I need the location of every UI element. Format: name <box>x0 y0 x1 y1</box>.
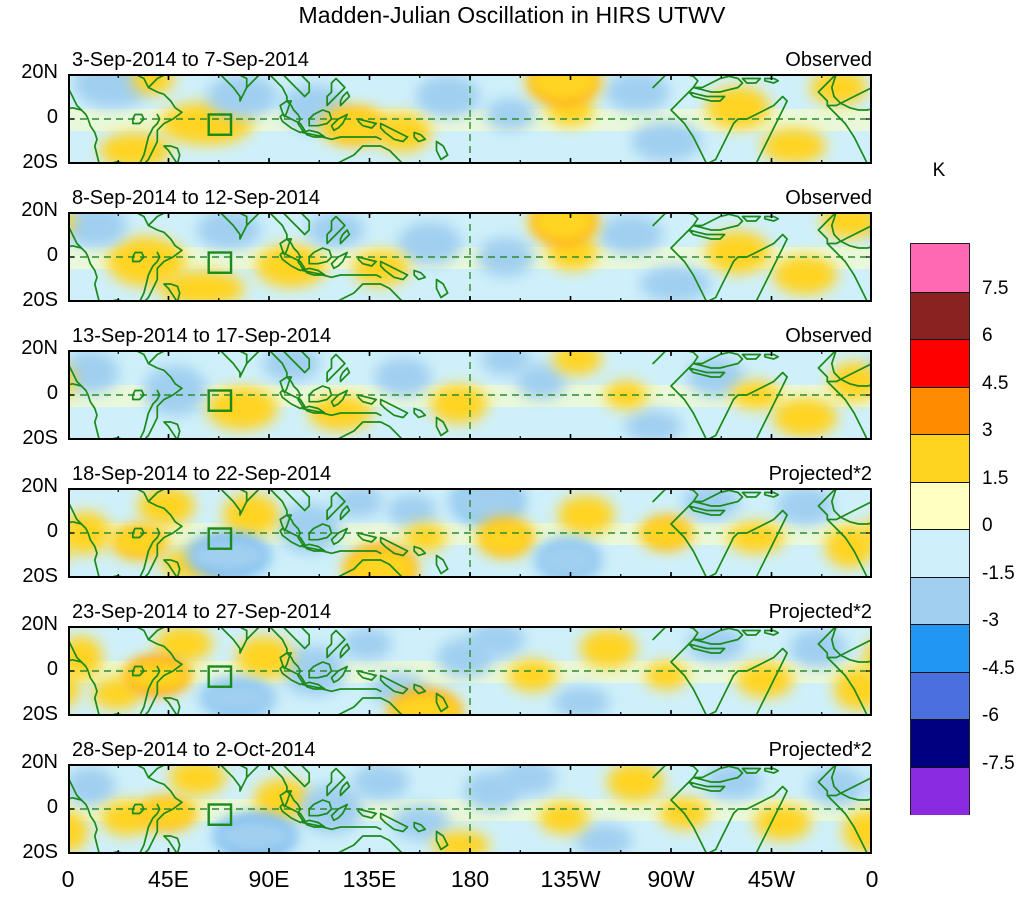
y-tick-label-20s: 20S <box>22 151 58 173</box>
panel-date-label-2: 8-Sep-2014 to 12-Sep-2014 <box>72 187 320 209</box>
x-tick-label-6: 90W <box>647 866 695 892</box>
y-tick-label-20n: 20N <box>21 613 58 635</box>
colorbar-band-2 <box>911 339 969 388</box>
y-tick-label-20s: 20S <box>22 289 58 311</box>
panel-kind-label-6: Projected*2 <box>768 739 872 761</box>
colorbar-tick-label-8: -4.5 <box>982 657 1015 679</box>
panel-frame <box>68 212 872 302</box>
colorbar-band-6 <box>911 529 969 578</box>
y-tick-label-20s: 20S <box>22 703 58 725</box>
map-panel-4 <box>68 488 872 578</box>
colorbar-unit-label: K <box>932 160 946 181</box>
colorbar-band-0 <box>911 244 969 292</box>
colorbar-tick-label-9: -6 <box>982 705 999 726</box>
x-tick-label-1: 45E <box>148 866 189 892</box>
y-tick-label-20n: 20N <box>21 751 58 773</box>
x-tick-label-7: 45W <box>747 866 796 892</box>
panel-frame <box>68 488 872 578</box>
colorbar-band-7 <box>911 576 969 625</box>
colorbar-tick-label-5: 0 <box>982 515 993 536</box>
panel-frame <box>68 350 872 440</box>
panel-date-label-3: 13-Sep-2014 to 17-Sep-2014 <box>72 325 332 347</box>
colorbar-tick-label-6: -1.5 <box>982 562 1015 584</box>
y-tick-label-20s: 20S <box>22 841 58 863</box>
panel-kind-label-2: Observed <box>785 187 872 209</box>
y-tick-label-0: 0 <box>46 244 58 266</box>
panel-frame <box>68 764 872 854</box>
colorbar-band-8 <box>911 624 969 673</box>
colorbar-tick-label-2: 4.5 <box>982 372 1009 394</box>
panel-kind-label-1: Observed <box>785 49 872 71</box>
panel-date-label-6: 28-Sep-2014 to 2-Oct-2014 <box>72 739 316 761</box>
panel-kind-label-3: Observed <box>785 325 872 347</box>
y-tick-label-20n: 20N <box>21 475 58 497</box>
panel-date-label-1: 3-Sep-2014 to 7-Sep-2014 <box>72 49 309 71</box>
x-tick-label-3: 135E <box>342 866 397 892</box>
y-tick-label-20n: 20N <box>21 61 58 83</box>
panel-frame <box>68 626 872 716</box>
y-tick-label-0: 0 <box>46 106 58 128</box>
panel-kind-label-5: Projected*2 <box>768 601 872 623</box>
x-tick-label-8: 0 <box>865 866 879 892</box>
colorbar-tick-label-1: 6 <box>982 325 993 346</box>
map-panel-3 <box>68 350 872 440</box>
colorbar-band-5 <box>911 481 969 530</box>
panel-frame <box>68 74 872 164</box>
panel-date-label-4: 18-Sep-2014 to 22-Sep-2014 <box>72 463 332 485</box>
x-tick-label-5: 135W <box>540 866 601 892</box>
colorbar-band-3 <box>911 386 969 435</box>
map-panel-6 <box>68 764 872 854</box>
map-panel-1 <box>68 74 872 164</box>
colorbar-band-10 <box>911 719 969 768</box>
y-tick-label-20s: 20S <box>22 427 58 449</box>
x-tick-label-4: 180 <box>450 866 490 892</box>
y-tick-label-0: 0 <box>46 520 58 542</box>
colorbar-tick-label-0: 7.5 <box>982 277 1009 299</box>
colorbar-tick-label-7: -3 <box>982 610 999 631</box>
colorbar-band-1 <box>911 291 969 340</box>
colorbar-tick-label-4: 1.5 <box>982 467 1009 489</box>
colorbar-strip <box>910 243 970 815</box>
y-tick-label-20n: 20N <box>21 199 58 221</box>
y-tick-label-0: 0 <box>46 796 58 818</box>
panel-date-label-5: 23-Sep-2014 to 27-Sep-2014 <box>72 601 332 623</box>
map-panel-5 <box>68 626 872 716</box>
map-panel-2 <box>68 212 872 302</box>
colorbar-band-11 <box>911 766 969 815</box>
panel-kind-label-4: Projected*2 <box>768 463 872 485</box>
colorbar-band-9 <box>911 671 969 720</box>
y-tick-label-0: 0 <box>46 658 58 680</box>
colorbar-band-4 <box>911 434 969 483</box>
y-tick-label-0: 0 <box>46 382 58 404</box>
page-title: Madden-Julian Oscillation in HIRS UTWV <box>298 2 726 28</box>
y-tick-label-20s: 20S <box>22 565 58 587</box>
colorbar-tick-label-10: -7.5 <box>982 752 1015 774</box>
y-tick-label-20n: 20N <box>21 337 58 359</box>
colorbar-tick-label-3: 3 <box>982 420 993 441</box>
x-tick-label-0: 0 <box>61 866 75 892</box>
x-tick-label-2: 90E <box>248 866 290 892</box>
